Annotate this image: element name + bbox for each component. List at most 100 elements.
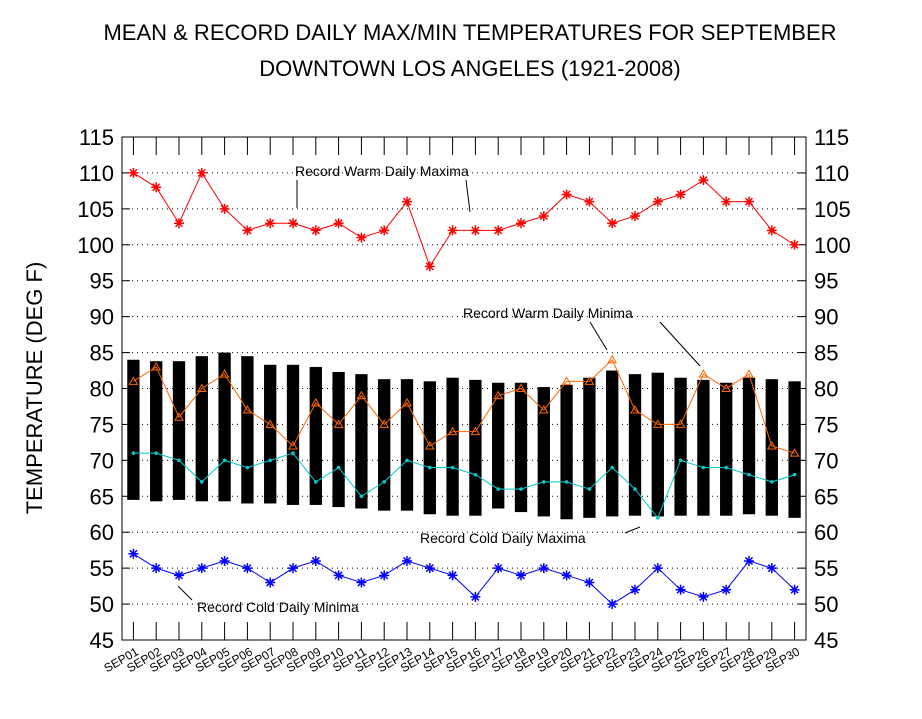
marker [402,555,412,566]
marker [310,397,321,407]
annotation: Record Warm Daily Maxima [295,163,469,179]
bar [446,377,459,516]
bar [492,382,505,509]
y-tick-label: 95 [814,269,838,294]
marker [607,599,618,610]
bar [309,366,322,505]
marker [379,419,390,428]
y-tick-label: 70 [814,448,838,473]
marker [610,465,614,470]
marker [268,458,273,463]
marker [359,494,364,499]
bar [218,352,231,502]
marker [447,426,458,436]
series-line [133,452,795,519]
chart-subtitle: DOWNTOWN LOS ANGELES (1921-2008) [259,56,680,81]
annotation: Record Warm Daily Minima [463,305,633,321]
marker [766,440,777,450]
y-tick-label: 65 [814,484,838,509]
marker [496,487,501,491]
marker [470,426,481,436]
marker [656,516,660,520]
series-line [133,358,795,454]
marker [473,472,478,477]
y-tick-label: 60 [814,520,838,545]
marker [402,397,412,407]
marker [242,405,253,414]
marker [724,465,728,470]
marker [200,480,204,484]
marker [310,225,321,236]
marker [584,376,595,385]
marker [288,440,298,450]
marker [196,563,207,574]
marker [131,451,136,455]
marker [333,218,344,229]
y-tick-label: 75 [814,412,838,437]
marker [789,239,800,250]
y-tick-label: 55 [90,556,114,581]
marker [516,383,526,392]
marker [219,555,230,566]
bar [628,374,642,516]
marker [470,591,481,602]
marker [744,196,754,207]
marker [336,465,341,470]
bar [195,356,208,502]
marker [516,570,526,581]
y-tick-label: 85 [90,341,114,366]
marker [128,167,139,178]
y-tick-label: 100 [814,233,851,258]
y-tick-label: 105 [77,197,114,222]
marker [652,419,663,428]
marker [151,182,162,193]
marker [314,480,318,484]
marker [379,570,390,581]
marker [675,189,686,200]
marker [744,555,754,566]
y-tick-label: 55 [814,556,838,581]
marker [561,376,572,385]
marker [222,458,227,463]
bar [720,382,733,516]
marker [424,261,435,272]
marker [630,405,640,414]
marker [792,472,797,477]
y-tick-label: 45 [814,628,838,653]
marker [154,451,158,455]
annotation-leader [589,321,608,351]
y-tick-label: 110 [814,161,849,186]
marker [542,480,546,484]
bar [150,361,163,502]
chart-title: MEAN & RECORD DAILY MAX/MIN TEMPERATURES… [103,20,836,45]
marker [447,225,458,236]
marker [766,225,777,236]
marker [245,465,250,470]
marker [174,412,184,421]
marker [447,570,458,581]
marker [721,383,732,392]
marker [493,390,504,400]
marker [721,584,732,595]
annotation-leader [659,321,701,367]
marker [652,196,663,207]
marker [291,451,295,455]
bar [400,379,414,511]
marker [538,405,549,414]
bar [378,379,391,511]
marker [675,584,686,595]
marker [770,480,774,484]
marker [382,480,387,484]
bar [332,371,345,508]
bar [514,382,528,513]
marker [428,465,432,470]
marker [310,555,321,566]
bar [742,377,756,515]
annotation: Record Cold Daily Maxima [420,530,586,546]
bar [172,361,186,500]
marker [493,563,504,574]
marker [744,369,754,378]
annotation: Record Cold Daily Minima [197,599,359,615]
